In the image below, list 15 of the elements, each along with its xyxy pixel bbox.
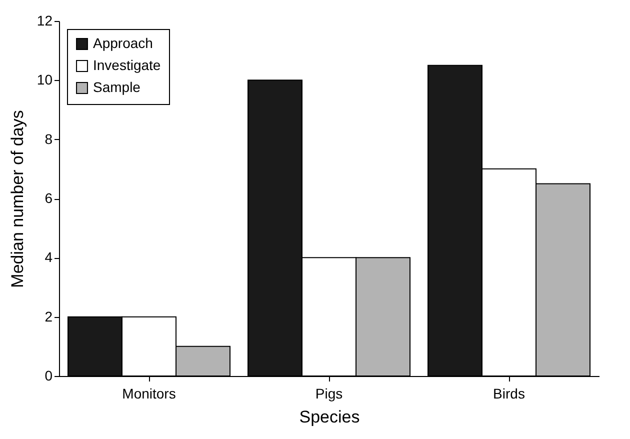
y-tick-label: 2	[44, 308, 53, 324]
y-tick-label: 0	[44, 368, 53, 384]
x-tick-label: Pigs	[315, 386, 343, 402]
legend-label: Approach	[93, 35, 153, 51]
y-tick-label: 6	[44, 190, 53, 206]
y-tick-label: 8	[44, 130, 53, 147]
y-tick-label: 10	[36, 72, 53, 88]
legend-label: Investigate	[93, 57, 161, 73]
x-axis-title: Species	[299, 408, 360, 426]
legend-label: Sample	[93, 79, 141, 95]
y-tick-label: 12	[36, 12, 53, 28]
x-tick-label: Birds	[493, 386, 525, 402]
y-tick-label: 4	[44, 249, 53, 266]
y-axis-title: Median number of days	[8, 110, 27, 288]
x-tick-label: Monitors	[122, 386, 176, 402]
